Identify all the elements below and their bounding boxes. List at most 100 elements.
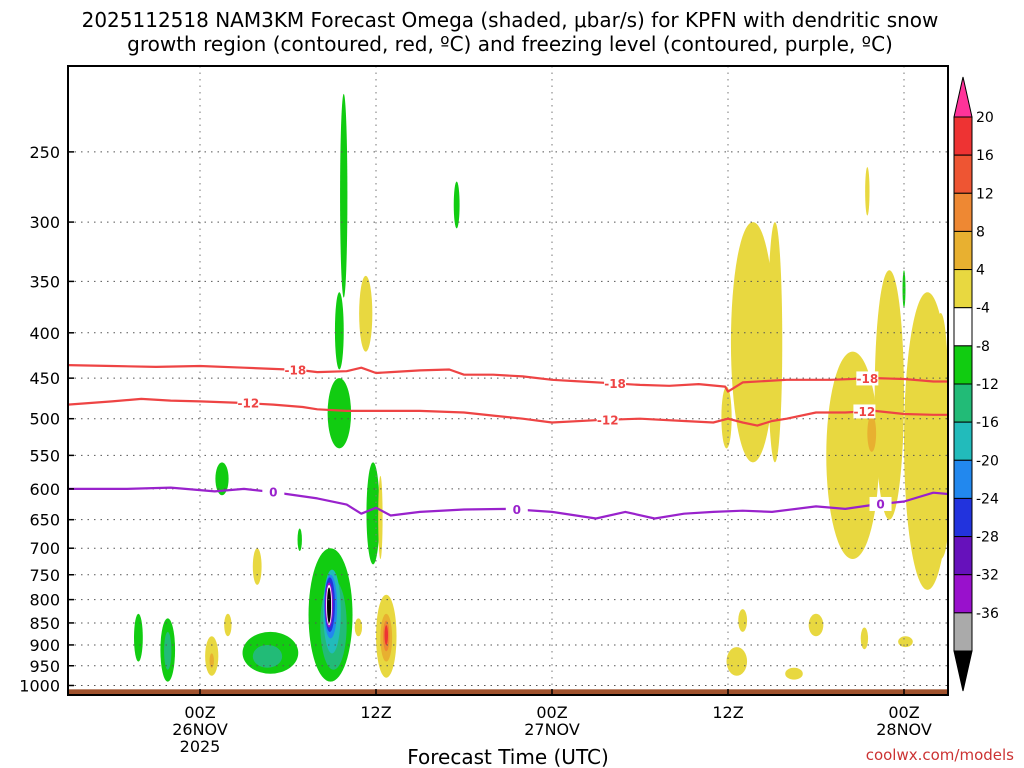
omega-shaded-region [378, 475, 383, 560]
omega-shaded-region [867, 414, 877, 452]
x-tick-label: 12Z [712, 703, 743, 722]
x-axis-label: Forecast Time (UTC) [407, 745, 609, 768]
omega-shaded-region [327, 378, 352, 449]
y-tick-label: 950 [29, 657, 60, 676]
colorbar-segment [953, 269, 973, 309]
y-tick-label: 300 [29, 213, 60, 232]
x-tick-label: 27NOV [524, 720, 580, 739]
y-tick-label: 750 [29, 566, 60, 585]
omega-shaded-region [826, 351, 880, 560]
omega-shaded-region [164, 631, 172, 670]
colorbar-label: -28 [976, 530, 999, 546]
contour-label-bg [237, 396, 260, 411]
x-tick-label: 12Z [360, 703, 391, 722]
omega-shaded-region [209, 653, 214, 668]
contour-label: -18 [604, 377, 626, 391]
x-tick-label: 28NOV [876, 720, 932, 739]
omega-shaded-region [808, 613, 824, 637]
contour-label-bg [505, 502, 528, 517]
x-tick-label: 2025 [180, 737, 221, 756]
y-tick-label: 650 [29, 511, 60, 530]
plot-area [68, 93, 948, 695]
contour-label: -12 [854, 405, 876, 419]
contour-label-bg [596, 412, 619, 427]
omega-shaded-region [215, 462, 229, 496]
colorbar-label: 8 [976, 224, 985, 240]
chart-title-line2: growth region (contoured, red, ºC) and f… [127, 32, 893, 56]
contour-label: 0 [513, 503, 521, 517]
omega-shaded-region [933, 488, 948, 560]
omega-shaded-region [366, 462, 380, 565]
colorbar: 20 16 12 8 4 -4 -8 -12 -16 -20 -24 -28 -32 -36 [953, 76, 999, 692]
contour-label: -12 [597, 413, 619, 427]
contour-label-bg [284, 362, 307, 377]
y-axis: 250 300 350 400 450 500 550 600 650 700 750 800 850 9… [19, 143, 74, 695]
y-tick-label: 900 [29, 636, 60, 655]
colorbar-label: -20 [976, 453, 999, 469]
grid-lines [68, 66, 948, 695]
contour-label-bg [604, 376, 627, 391]
chart-title-line1: 2025112518 NAM3KM Forecast Omega (shaded… [82, 8, 939, 32]
terrain-strip [68, 689, 948, 695]
colorbar-label: -12 [976, 377, 999, 393]
y-tick-label: 250 [29, 143, 60, 162]
y-tick-label: 350 [29, 272, 60, 291]
omega-shaded-region [327, 587, 332, 623]
omega-shaded-region [860, 627, 869, 650]
colorbar-label: 20 [976, 110, 994, 126]
y-tick-label: 700 [29, 539, 60, 558]
omega-shaded-region [453, 181, 460, 229]
y-tick-label: 600 [29, 480, 60, 499]
omega-shaded-region [340, 93, 348, 298]
omega-shaded-region [334, 292, 344, 370]
omega-shaded-region [752, 342, 762, 379]
omega-shaded-region [252, 548, 262, 585]
omega-shaded-region [767, 222, 783, 463]
colorbar-segment [953, 612, 973, 652]
contour-label-bg [856, 371, 879, 386]
colorbar-label: -24 [976, 491, 999, 507]
colorbar-segment [953, 459, 973, 499]
omega-shaded-region [359, 275, 373, 352]
contour-label: -18 [284, 363, 306, 377]
colorbar-top-arrow [953, 76, 973, 118]
y-tick-label: 850 [29, 614, 60, 633]
omega-shaded-region [134, 613, 143, 662]
colorbar-segment [953, 230, 973, 271]
contour-label: 0 [269, 486, 277, 500]
omega-shaded-region [865, 166, 870, 216]
omega-shaded-region [785, 667, 803, 680]
colorbar-label: 4 [976, 263, 985, 279]
colorbar-segment [953, 536, 973, 576]
contour-label: -18 [856, 372, 878, 386]
omega-shaded-region [898, 636, 913, 648]
x-tick-label: 00Z [184, 703, 215, 722]
omega-shaded-region [726, 647, 748, 676]
colorbar-segment [953, 421, 973, 461]
omega-shaded-region [252, 644, 283, 668]
plot-frame [67, 65, 949, 696]
contour-lines: -18 -18 -18 -12 -12 -12 0 0 0 [67, 362, 949, 520]
colorbar-bottom-arrow [953, 650, 973, 692]
omega-shaded-region [224, 613, 232, 637]
colorbar-label: 12 [976, 186, 994, 202]
credit-text: coolwx.com/models [866, 746, 1014, 764]
omega-shaded-region [933, 313, 948, 463]
omega-shaded-region [739, 275, 744, 319]
colorbar-segment [953, 383, 973, 423]
omega-shaded-region [721, 386, 732, 449]
contour-label-bg [853, 404, 876, 419]
contour-line-freezing_0C [68, 486, 949, 520]
y-tick-label: 1000 [19, 676, 60, 695]
contour-line-dgz_-12C [67, 397, 948, 427]
x-tick-label: 00Z [536, 703, 567, 722]
y-tick-label: 800 [29, 591, 60, 610]
colorbar-label: -16 [976, 415, 999, 431]
contour-label: 0 [876, 497, 884, 511]
x-tick-label: 26NOV [172, 720, 228, 739]
colorbar-segment [953, 154, 973, 194]
colorbar-segment [953, 307, 973, 347]
colorbar-label: -32 [976, 568, 999, 584]
y-tick-label: 550 [29, 446, 60, 465]
colorbar-segment [953, 345, 973, 385]
